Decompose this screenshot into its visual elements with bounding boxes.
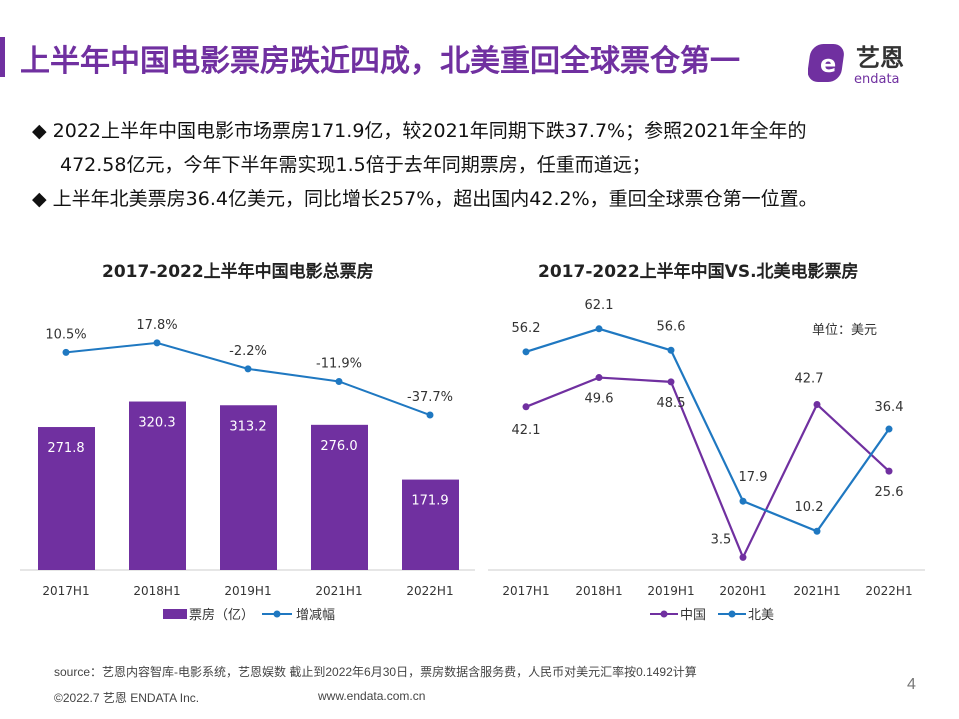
x-tick-label: 2021H1: [793, 584, 840, 598]
x-tick-label: 2019H1: [647, 584, 694, 598]
data-point: [667, 346, 675, 354]
legend-line-label: 增减幅: [296, 608, 335, 623]
x-tick-label: 2019H1: [224, 584, 271, 598]
right-chart-title: 2017-2022上半年中国VS.北美电影票房: [538, 262, 859, 282]
svg-text:艺恩: 艺恩: [856, 44, 904, 72]
data-point: [885, 467, 893, 475]
bar: [38, 427, 95, 570]
data-label: 56.2: [512, 321, 541, 336]
x-tick-label: 2018H1: [575, 584, 622, 598]
growth-label: -37.7%: [407, 390, 453, 405]
bar-label: 276.0: [320, 439, 357, 454]
data-label: 62.1: [585, 298, 614, 313]
growth-point: [62, 348, 70, 356]
x-tick-label: 2020H1: [719, 584, 766, 598]
x-tick-label: 2022H1: [865, 584, 912, 598]
legend-label: 中国: [680, 608, 706, 623]
svg-text:e: e: [820, 50, 836, 78]
legend-line-marker: [273, 610, 281, 618]
bar: [220, 405, 277, 570]
growth-label: -2.2%: [229, 344, 267, 359]
data-label: 56.6: [657, 319, 686, 334]
data-point: [667, 378, 675, 386]
data-label: 25.6: [875, 485, 904, 500]
growth-label: 17.8%: [136, 318, 177, 333]
bullet-1: ◆ 2022上半年中国电影市场票房171.9亿，较2021年同期下跌37.7%；…: [32, 120, 807, 142]
data-point: [739, 553, 747, 561]
page-title: 上半年中国电影票房跌近四成，北美重回全球票仓第一: [20, 44, 740, 79]
x-tick-label: 2017H1: [42, 584, 89, 598]
copyright: ©2022.7 艺恩 ENDATA Inc.: [54, 691, 200, 705]
series-line-china: [525, 376, 890, 561]
x-tick-label: 2018H1: [133, 584, 180, 598]
data-label: 49.6: [585, 392, 614, 407]
growth-point: [244, 365, 252, 373]
data-point: [885, 425, 893, 433]
bar-label: 171.9: [411, 494, 448, 509]
data-label: 36.4: [875, 400, 904, 415]
bar: [311, 424, 368, 570]
data-label: 42.7: [795, 371, 824, 386]
title-accent-bar: [0, 37, 5, 77]
data-point: [522, 348, 530, 356]
data-point: [595, 374, 603, 382]
left-chart-title: 2017-2022上半年中国电影总票房: [102, 262, 374, 282]
bullet-2: ◆ 上半年北美票房36.4亿美元，同比增长257%，超出国内42.2%，重回全球…: [32, 188, 818, 210]
svg-text:endata: endata: [854, 72, 900, 86]
legend-bar-label: 票房（亿）: [189, 607, 254, 623]
data-label: 42.1: [512, 423, 541, 438]
bar-label: 313.2: [229, 419, 266, 434]
data-point: [595, 325, 603, 333]
x-tick-label: 2022H1: [406, 584, 453, 598]
legend-marker: [728, 610, 736, 618]
growth-label: -11.9%: [316, 356, 362, 371]
bar-label: 320.3: [138, 416, 175, 431]
growth-label: 10.5%: [45, 327, 86, 342]
legend-bar-swatch: [163, 609, 187, 619]
source-note: source：艺恩内容智库-电影系统，艺恩娱数 截止到2022年6月30日，票房…: [54, 665, 697, 679]
data-point: [813, 400, 821, 408]
data-point: [739, 497, 747, 505]
growth-point: [153, 339, 161, 347]
x-tick-label: 2017H1: [502, 584, 549, 598]
data-label: 17.9: [739, 470, 768, 485]
series-line-north-america: [525, 327, 890, 533]
bullet-1-cont: 472.58亿元，今年下半年需实现1.5倍于去年同期票房，任重而道远；: [60, 154, 651, 176]
data-label: 48.5: [657, 396, 686, 411]
data-point: [522, 403, 530, 411]
x-tick-label: 2021H1: [315, 584, 362, 598]
growth-point: [426, 411, 434, 419]
bar: [402, 479, 459, 570]
bar-label: 271.8: [47, 441, 84, 456]
growth-point: [335, 377, 343, 385]
data-label: 3.5: [711, 532, 732, 547]
legend-marker: [660, 610, 668, 618]
website-link[interactable]: www.endata.com.cn: [318, 689, 426, 703]
bar: [129, 401, 186, 570]
data-label: 10.2: [795, 500, 824, 515]
summary-bullets: ◆ 2022上半年中国电影市场票房171.9亿，较2021年同期下跌37.7%；…: [32, 114, 818, 216]
endata-logo: e 艺恩 endata: [808, 44, 904, 86]
legend-label: 北美: [748, 608, 774, 623]
page-number: 4: [907, 676, 916, 693]
unit-label: 单位：美元: [812, 323, 877, 338]
data-point: [813, 527, 821, 535]
